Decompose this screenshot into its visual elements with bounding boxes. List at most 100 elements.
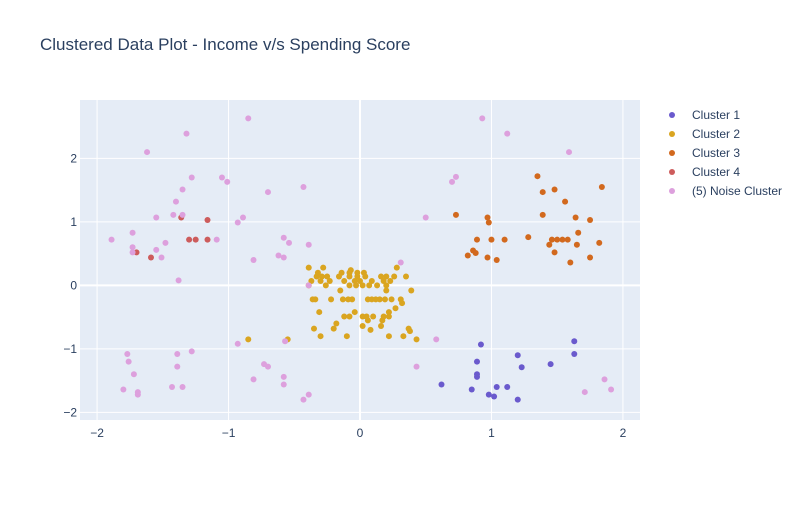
data-point[interactable] [275,252,282,259]
data-point[interactable] [170,211,177,218]
data-point[interactable] [188,174,195,181]
data-point[interactable] [341,313,348,320]
data-point[interactable] [308,277,315,284]
data-point[interactable] [339,296,346,303]
data-point[interactable] [162,239,169,246]
data-point[interactable] [374,282,381,289]
data-point[interactable] [175,277,182,284]
data-point[interactable] [218,174,225,181]
data-point[interactable] [413,363,420,370]
data-point[interactable] [551,186,558,193]
data-point[interactable] [559,236,566,243]
data-point[interactable] [320,264,327,271]
data-point[interactable] [245,115,252,122]
data-point[interactable] [391,273,398,280]
data-point[interactable] [378,273,385,280]
data-point[interactable] [408,287,415,294]
data-point[interactable] [400,333,407,340]
data-point[interactable] [388,296,395,303]
data-point[interactable] [250,376,257,383]
data-point[interactable] [385,313,392,320]
data-point[interactable] [504,383,511,390]
data-point[interactable] [413,336,420,343]
data-point[interactable] [330,325,337,332]
data-point[interactable] [300,396,307,403]
data-point[interactable] [525,234,532,241]
data-point[interactable] [359,282,366,289]
data-point[interactable] [317,333,324,340]
data-point[interactable] [438,381,445,388]
data-point[interactable] [464,252,471,259]
data-point[interactable] [534,173,541,180]
data-point[interactable] [305,241,312,248]
data-point[interactable] [264,189,271,196]
data-point[interactable] [368,277,375,284]
data-point[interactable] [179,186,186,193]
data-point[interactable] [367,326,374,333]
legend-item[interactable]: Cluster 4 [669,165,740,179]
data-point[interactable] [153,246,160,253]
data-point[interactable] [385,333,392,340]
data-point[interactable] [108,236,115,243]
data-point[interactable] [491,393,498,400]
data-point[interactable] [213,236,220,243]
data-point[interactable] [380,277,387,284]
data-point[interactable] [343,333,350,340]
data-point[interactable] [485,391,492,398]
data-point[interactable] [158,254,165,261]
data-point[interactable] [381,296,388,303]
data-point[interactable] [174,350,181,357]
data-point[interactable] [601,376,608,383]
data-point[interactable] [129,249,136,256]
data-point[interactable] [338,269,345,276]
data-point[interactable] [380,313,387,320]
data-point[interactable] [385,309,392,316]
data-point[interactable] [346,313,353,320]
data-point[interactable] [479,115,486,122]
data-point[interactable] [547,361,554,368]
data-point[interactable] [305,391,312,398]
data-point[interactable] [383,282,390,289]
data-point[interactable] [346,282,353,289]
data-point[interactable] [551,249,558,256]
data-point[interactable] [399,300,406,307]
data-point[interactable] [174,363,181,370]
data-point[interactable] [130,371,137,378]
legend-item[interactable]: Cluster 1 [669,108,740,122]
data-point[interactable] [383,287,390,294]
data-point[interactable] [324,273,331,280]
data-point[interactable] [504,130,511,137]
data-point[interactable] [488,236,495,243]
data-point[interactable] [364,317,371,324]
data-point[interactable] [452,173,459,180]
data-point[interactable] [179,383,186,390]
data-point[interactable] [357,277,363,284]
data-point[interactable] [245,336,252,343]
data-point[interactable] [351,309,358,316]
data-point[interactable] [573,241,580,248]
data-point[interactable] [387,277,394,284]
data-point[interactable] [567,259,574,266]
data-point[interactable] [183,130,190,137]
data-point[interactable] [587,254,594,261]
data-point[interactable] [362,273,369,280]
data-point[interactable] [280,381,287,388]
data-point[interactable] [120,386,127,393]
data-point[interactable] [240,214,247,221]
data-point[interactable] [359,323,366,330]
data-point[interactable] [518,364,525,371]
data-point[interactable] [333,320,340,327]
data-point[interactable] [472,250,479,257]
data-point[interactable] [572,214,579,221]
data-point[interactable] [449,178,456,185]
data-point[interactable] [305,282,312,289]
data-point[interactable] [179,211,186,218]
data-point[interactable] [562,198,569,205]
data-point[interactable] [172,198,179,205]
data-point[interactable] [477,341,484,348]
data-point[interactable] [305,264,312,271]
data-point[interactable] [234,340,241,347]
data-point[interactable] [326,277,333,284]
legend[interactable]: Cluster 1 Cluster 2 Cluster 3 Cluster 4 (5) … [669,108,782,198]
data-point[interactable] [125,358,132,365]
